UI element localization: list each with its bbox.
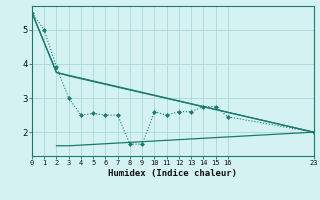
X-axis label: Humidex (Indice chaleur): Humidex (Indice chaleur)	[108, 169, 237, 178]
